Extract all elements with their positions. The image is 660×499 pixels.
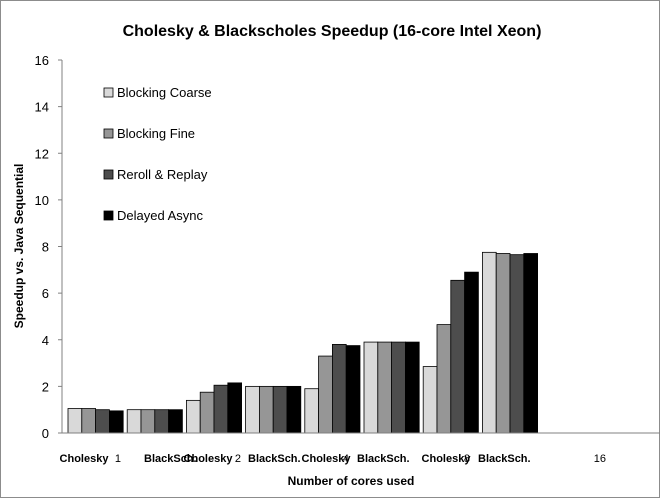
bar-reroll-replay-4 xyxy=(331,344,347,434)
x-axis-category-labels: Cholesky BlackSch.Cholesky BlackSch. Choles… xyxy=(60,453,606,465)
bar-blocking-coarse-1 xyxy=(126,409,142,434)
legend-label: Blocking Fine xyxy=(117,126,195,141)
x-category-label: Cholesky xyxy=(60,453,110,465)
x-category-label: BlackSch. xyxy=(144,453,197,465)
bar-reroll-replay-1 xyxy=(154,409,170,434)
bar-blocking-fine-7 xyxy=(495,253,511,434)
bar-reroll-replay-7 xyxy=(509,254,525,434)
x-core-count-label: 8 xyxy=(464,453,470,465)
bar-delayed-async-5 xyxy=(404,341,420,434)
x-category-label: BlackSch. xyxy=(248,453,301,465)
x-category-label: Cholesky xyxy=(302,453,352,465)
bar-blocking-coarse-5 xyxy=(363,341,379,434)
y-tick-label: 14 xyxy=(35,100,49,115)
bar-reroll-replay-0 xyxy=(95,409,110,434)
bar-blocking-fine-0 xyxy=(81,408,97,434)
bar-delayed-async-2 xyxy=(227,382,243,434)
legend-label: Delayed Async xyxy=(117,208,203,223)
bar-reroll-replay-5 xyxy=(391,341,406,434)
x-core-count-label: 16 xyxy=(594,453,606,465)
bar-blocking-fine-4 xyxy=(318,355,333,434)
x-axis-title: Number of cores used xyxy=(288,474,415,488)
legend-swatch xyxy=(103,128,114,139)
bar-blocking-coarse-2 xyxy=(185,399,201,434)
legend-swatch xyxy=(103,210,114,221)
x-category-label: BlackSch. xyxy=(357,453,410,465)
bar-blocking-fine-6 xyxy=(436,324,452,434)
bar-marks xyxy=(67,251,538,434)
bar-blocking-coarse-3 xyxy=(245,385,260,434)
x-category-label: Cholesky xyxy=(184,453,234,465)
bar-reroll-replay-6 xyxy=(450,279,465,434)
legend-label: Reroll & Replay xyxy=(117,167,208,182)
bar-blocking-fine-2 xyxy=(199,391,215,434)
bar-delayed-async-6 xyxy=(464,271,479,434)
y-tick-label: 8 xyxy=(42,240,49,255)
x-core-count-label: 2 xyxy=(235,453,241,465)
bar-delayed-async-7 xyxy=(523,253,538,434)
chart-title: Cholesky & Blackscholes Speedup (16-core… xyxy=(123,23,542,40)
bar-delayed-async-4 xyxy=(345,345,361,434)
bar-delayed-async-1 xyxy=(168,409,183,434)
y-axis-ticks: 0 2 4 6 8 10 12 14 16 xyxy=(35,53,62,441)
bar-blocking-coarse-7 xyxy=(481,251,497,434)
bar-blocking-coarse-6 xyxy=(422,366,438,434)
x-core-count-label: 1 xyxy=(115,453,121,465)
y-tick-label: 2 xyxy=(42,379,49,394)
bar-blocking-fine-1 xyxy=(140,409,156,434)
bar-blocking-coarse-0 xyxy=(67,408,83,434)
legend-label: Blocking Coarse xyxy=(117,85,212,100)
legend-swatch xyxy=(103,169,114,180)
bar-blocking-fine-3 xyxy=(258,385,274,434)
bar-delayed-async-3 xyxy=(286,385,302,434)
y-axis-title: Speedup vs. Java Sequential xyxy=(12,164,26,329)
legend-swatch xyxy=(103,87,114,98)
y-tick-label: 6 xyxy=(42,286,49,301)
bar-delayed-async-0 xyxy=(109,410,124,434)
bar-reroll-replay-2 xyxy=(213,384,229,434)
y-tick-label: 10 xyxy=(35,193,49,208)
x-category-label: Cholesky xyxy=(422,453,472,465)
bar-blocking-fine-5 xyxy=(377,341,392,434)
bar-reroll-replay-3 xyxy=(272,385,288,434)
bar-blocking-coarse-4 xyxy=(304,388,319,434)
y-tick-label: 4 xyxy=(42,333,49,348)
x-core-count-label: 4 xyxy=(343,453,349,465)
y-tick-label: 0 xyxy=(42,426,49,441)
legend: Blocking Coarse Blocking Fine Reroll & Rep… xyxy=(103,85,212,223)
x-category-label: BlackSch. xyxy=(478,453,531,465)
y-tick-label: 12 xyxy=(35,146,49,161)
y-tick-label: 16 xyxy=(35,53,49,68)
